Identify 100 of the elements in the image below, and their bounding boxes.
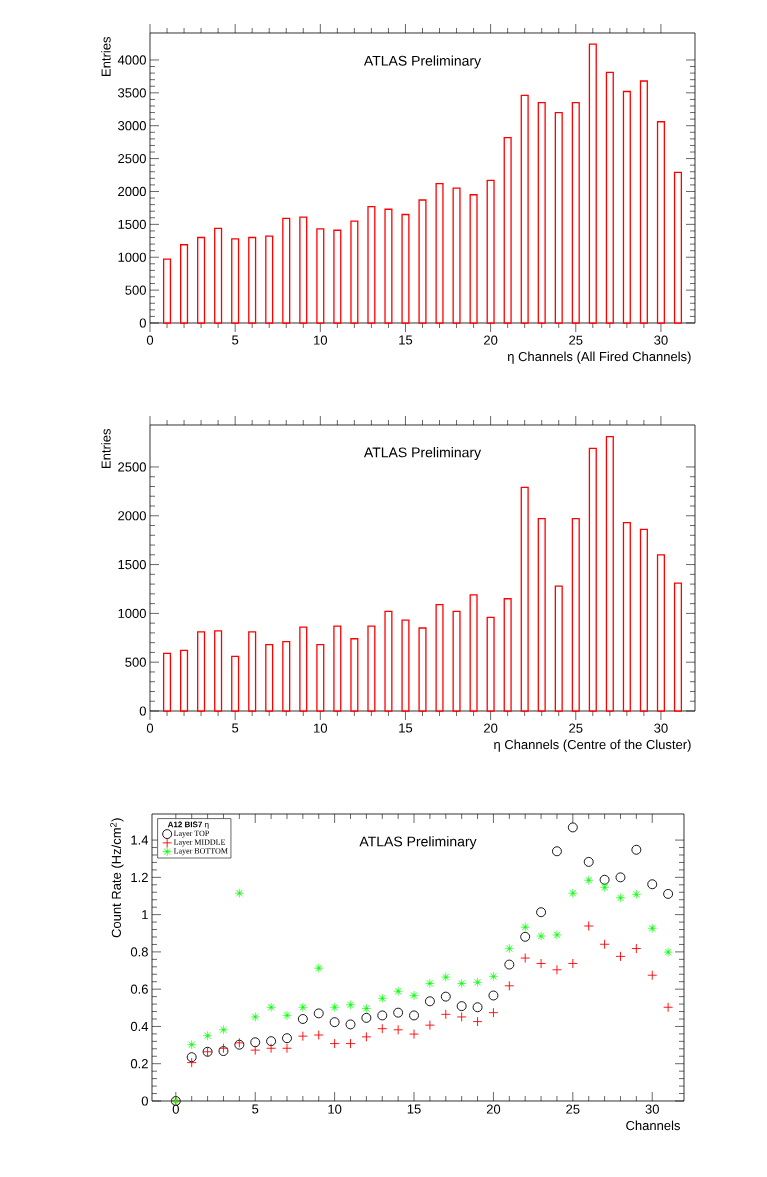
bar (350, 638, 359, 712)
bar (605, 436, 614, 712)
point (647, 879, 658, 890)
bar (588, 43, 597, 324)
bar (180, 649, 189, 712)
bar (350, 220, 359, 324)
y-tick-label: 500 (125, 657, 146, 667)
bar (605, 71, 614, 324)
bar (401, 213, 410, 324)
bar (520, 486, 529, 712)
bar (673, 582, 683, 712)
point (584, 875, 594, 885)
point (329, 1017, 340, 1028)
point (234, 888, 244, 898)
point (472, 1016, 483, 1027)
y-tick-label: 0.6 (130, 984, 148, 994)
bar (316, 643, 325, 712)
point (186, 1057, 197, 1068)
point (457, 978, 467, 989)
x-axis-title: Channels (626, 1120, 680, 1131)
bar (197, 631, 206, 712)
bar (333, 229, 342, 324)
x-tick-label: 0 (172, 1104, 179, 1114)
point (250, 1045, 261, 1056)
point (282, 1043, 292, 1054)
x-tick-label: 20 (486, 1104, 501, 1114)
bar (588, 447, 597, 712)
bar (639, 80, 648, 324)
y-tick-label: 1500 (118, 559, 146, 570)
point (329, 1038, 340, 1049)
point (536, 907, 547, 918)
point (599, 874, 610, 885)
point (552, 846, 562, 857)
point (393, 1024, 404, 1035)
bar (503, 598, 512, 712)
point (377, 993, 387, 1003)
point (377, 1023, 388, 1034)
point (345, 1038, 356, 1049)
bar (554, 111, 563, 324)
legend-label: Layer BOTTOM (173, 848, 228, 856)
point (568, 888, 578, 898)
point (393, 986, 403, 996)
bar (469, 594, 478, 712)
point (425, 978, 435, 989)
bar (486, 616, 495, 712)
bar (282, 641, 291, 712)
legend-title: A12 BIS7 η (167, 821, 209, 829)
bar (656, 554, 665, 712)
y-tick-label: 1 (142, 910, 148, 920)
x-tick-label: 20 (484, 335, 498, 345)
bar (265, 235, 274, 324)
point (282, 1010, 292, 1021)
bar (333, 625, 342, 712)
y-tick-label: 1.2 (131, 872, 148, 882)
point (504, 980, 515, 991)
bar (248, 631, 257, 712)
x-tick-label: 25 (566, 1104, 580, 1114)
y-tick-label: 0.8 (130, 947, 148, 957)
bar (299, 216, 308, 324)
point (631, 943, 642, 954)
x-tick-label: 30 (654, 723, 668, 733)
y-tick-label: 1500 (118, 219, 146, 229)
bar (571, 102, 580, 324)
point (424, 996, 435, 1007)
y-tick-label: 3000 (118, 121, 146, 131)
bar (673, 171, 683, 324)
annotation: ATLAS Preliminary (363, 447, 482, 461)
bar (282, 217, 291, 324)
point (472, 977, 483, 987)
point (647, 970, 658, 981)
y-tick-label: 3500 (118, 88, 146, 98)
x-tick-label: 5 (232, 723, 239, 733)
point (536, 931, 546, 941)
x-tick-label: 15 (399, 335, 413, 345)
bar (162, 652, 172, 712)
x-tick-label: 5 (252, 1104, 259, 1114)
point (187, 1040, 197, 1050)
point (663, 888, 674, 899)
y-tick-label: 2000 (118, 511, 146, 521)
point (297, 1031, 308, 1042)
y-tick-label: 500 (125, 285, 146, 295)
bar (231, 655, 240, 712)
bar (367, 625, 376, 712)
point (488, 971, 499, 981)
point (567, 822, 578, 833)
bar (571, 518, 580, 712)
point (472, 1002, 483, 1013)
annotation: ATLAS Preliminary (363, 55, 482, 69)
point (250, 1012, 260, 1022)
bar (520, 94, 529, 324)
point (504, 943, 514, 954)
bar (367, 205, 376, 324)
bar (622, 90, 631, 324)
bar (503, 136, 512, 324)
point (440, 1009, 451, 1020)
point (313, 1008, 324, 1019)
bar (554, 585, 563, 712)
bar (299, 626, 308, 712)
point (663, 947, 673, 957)
point (440, 991, 451, 1002)
